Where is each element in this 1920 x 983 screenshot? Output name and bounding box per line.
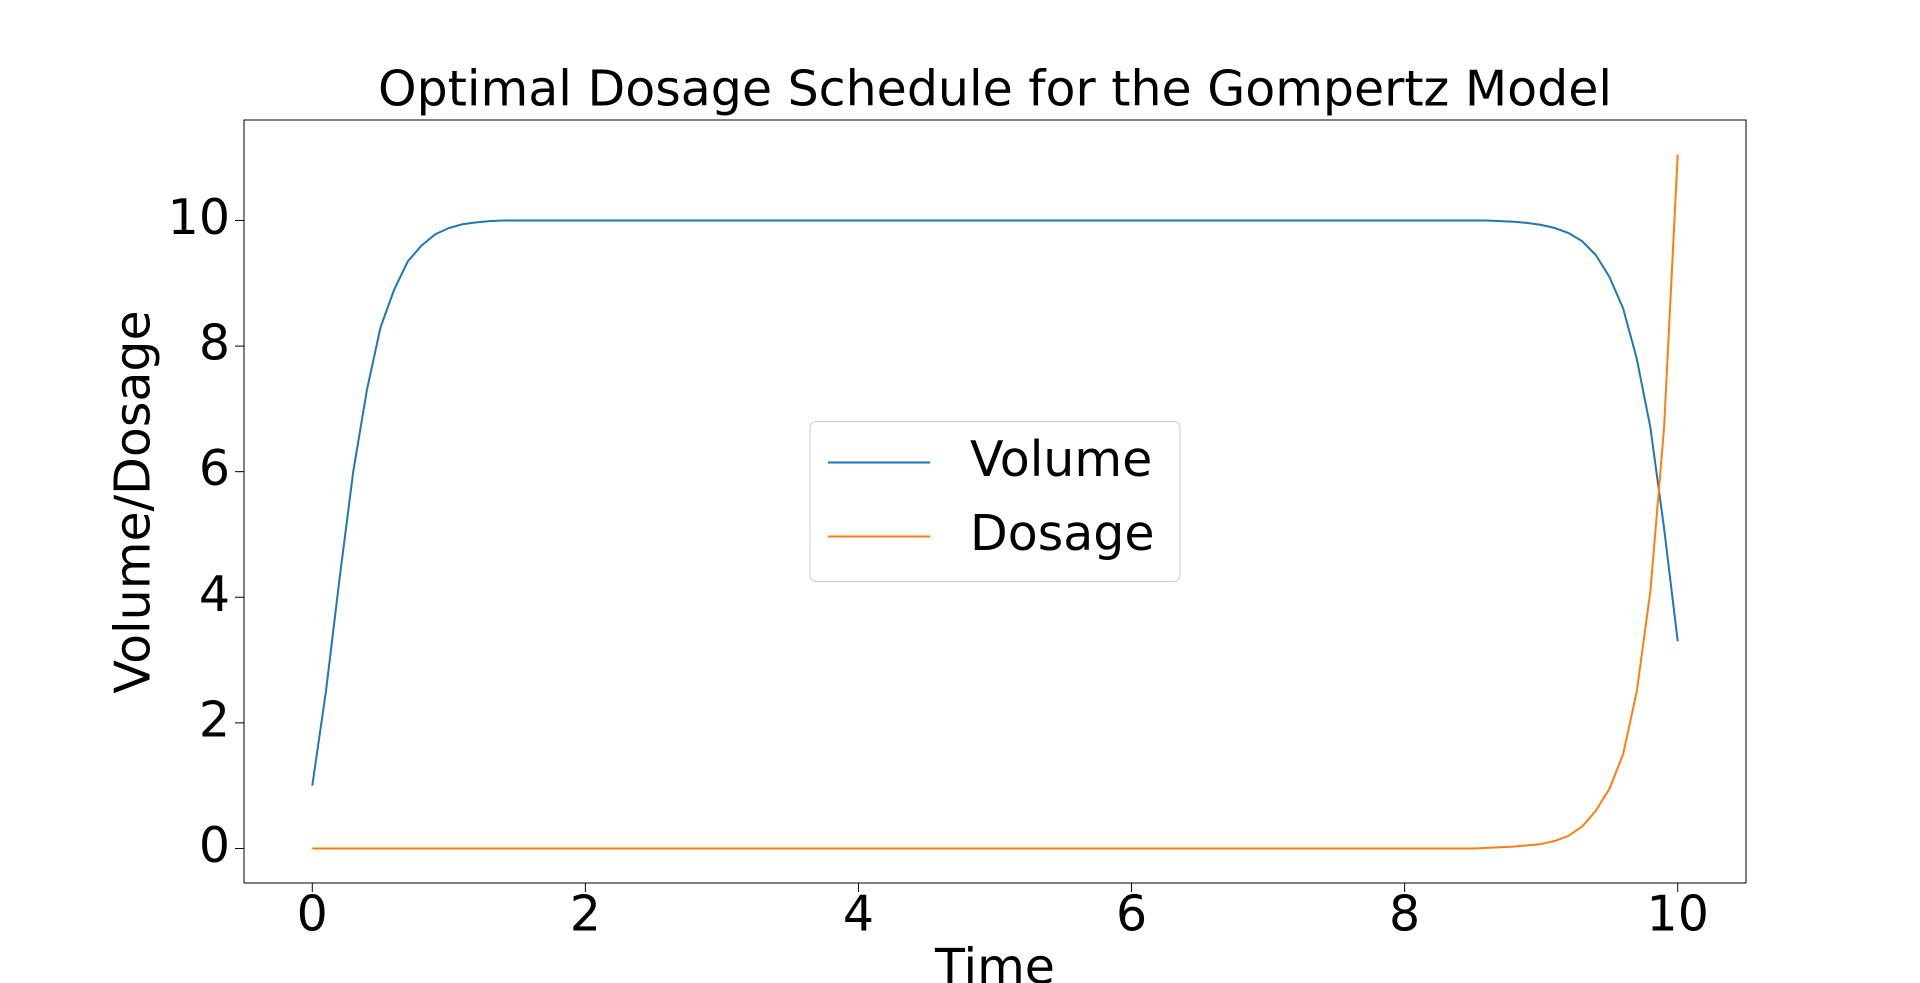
legend-label: Dosage — [970, 505, 1155, 562]
x-tick-label: 4 — [843, 886, 874, 943]
data-line — [311, 219, 1679, 786]
plot-frame — [243, 119, 1747, 884]
x-axis-label: Time — [934, 939, 1055, 983]
y-tick-label: 8 — [199, 315, 230, 372]
y-axis-label: Volume/Dosage — [105, 310, 162, 693]
x-tick-label: 2 — [570, 886, 601, 943]
y-tick-label: 6 — [199, 440, 230, 497]
chart-title: Optimal Dosage Schedule for the Gompertz… — [378, 61, 1612, 118]
legend: Volume Dosage — [809, 421, 1181, 582]
legend-label: Volume — [970, 431, 1152, 488]
y-tick-label: 2 — [199, 691, 230, 748]
y-tick-label: 10 — [168, 189, 230, 246]
x-tick-label: 8 — [1389, 886, 1420, 943]
x-tick-label: 0 — [297, 886, 328, 943]
y-tick-label: 4 — [199, 566, 230, 623]
y-tick-label: 0 — [199, 817, 230, 874]
x-tick-label: 6 — [1116, 886, 1147, 943]
x-tick-label: 10 — [1647, 886, 1709, 943]
data-line — [312, 154, 1679, 850]
